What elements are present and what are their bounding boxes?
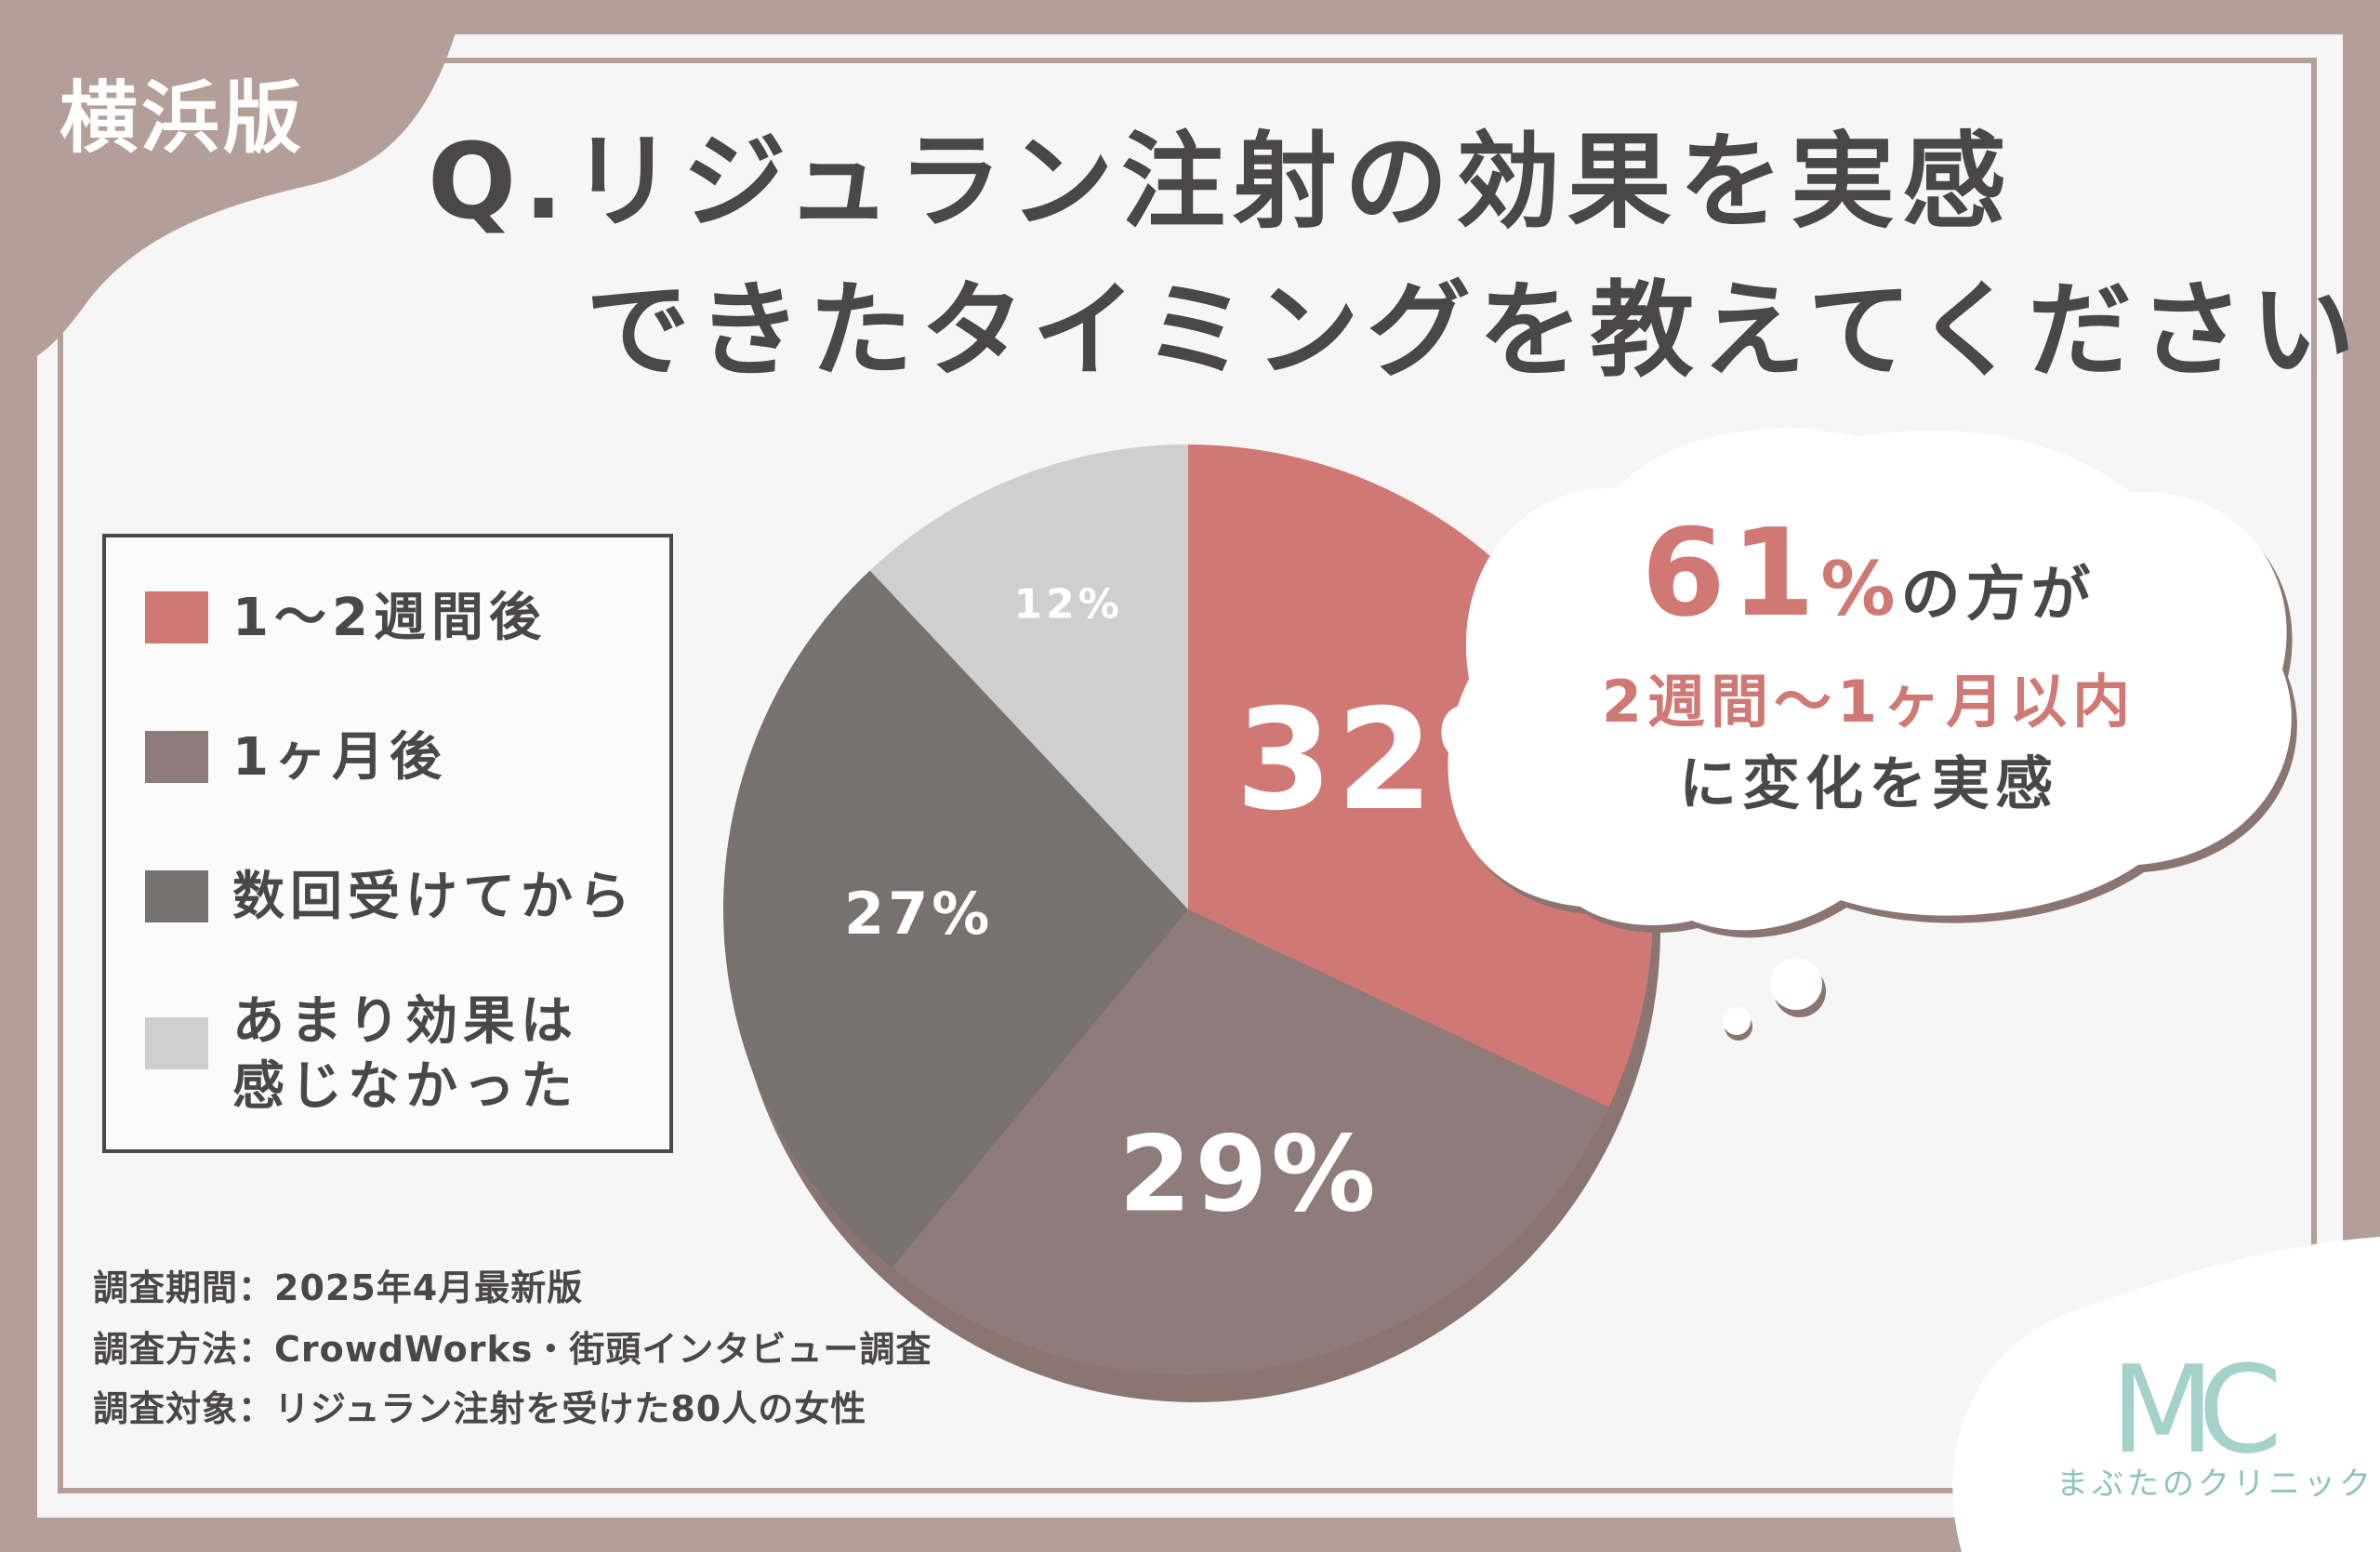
inner-border	[58, 58, 2317, 1493]
thought-dot-small	[1723, 1007, 1751, 1035]
legend-swatch	[145, 591, 208, 643]
pie-data-label: 12%	[1013, 581, 1122, 629]
survey-note-target: 調査対象：リジュラン注射を受けた80人の女性	[93, 1388, 867, 1429]
legend-label: 数回受けてから	[232, 867, 636, 927]
survey-note-period: 調査期間：2025年4月最新版	[93, 1267, 584, 1308]
callout-percent-sign: %	[1820, 546, 1901, 632]
question-title-line1: Q.リジュラン注射の効果を実感	[428, 122, 2014, 243]
legend-swatch	[145, 870, 208, 922]
pie-data-label: 29%	[1118, 1115, 1379, 1236]
legend-label: あまり効果は 感じなかった	[232, 991, 578, 1117]
legend-item: 1〜2週間後	[145, 586, 547, 651]
legend-swatch	[145, 731, 208, 783]
pie-slice	[869, 444, 1188, 909]
pie-slice	[892, 909, 1609, 1374]
clinic-logo-name: まぶたのクリニック	[2056, 1466, 2374, 1503]
callout-suffix: の方が	[1900, 561, 2096, 630]
callout-line2: 2週間〜1ヶ月以内	[1601, 668, 2136, 736]
logo-corner-shape	[1952, 1237, 2380, 1552]
chart-legend: 1〜2週間後 1ヶ月後 数回受けてから あまり効果は 感じなかった	[102, 534, 673, 1153]
pie-slice	[723, 570, 1188, 1268]
thought-dot-large	[1770, 958, 1822, 1010]
pie-data-label: 27%	[844, 880, 993, 948]
callout-line3: に変化を実感	[1678, 749, 2058, 817]
callout-line1: 61%の方が	[1488, 502, 2250, 643]
edition-tag: 横浜版	[60, 73, 306, 164]
legend-label: 1ヶ月後	[232, 727, 447, 788]
legend-swatch	[145, 1017, 208, 1069]
thought-bubble-shape	[1448, 428, 2297, 938]
survey-note-method: 調査方法：CrowdWorks・街頭インタビュー調査	[93, 1329, 932, 1370]
clinic-logo-mark: MC	[2110, 1339, 2282, 1480]
legend-item: 数回受けてから	[145, 865, 636, 930]
legend-label: 1〜2週間後	[232, 588, 547, 648]
legend-item: 1ヶ月後	[145, 725, 447, 790]
callout-percent-number: 61	[1641, 502, 1821, 643]
legend-item: あまり効果は 感じなかった	[145, 989, 578, 1120]
tag-corner-shape	[0, 0, 465, 372]
question-title-line2: できたタイミングを教えてください	[586, 271, 2363, 391]
